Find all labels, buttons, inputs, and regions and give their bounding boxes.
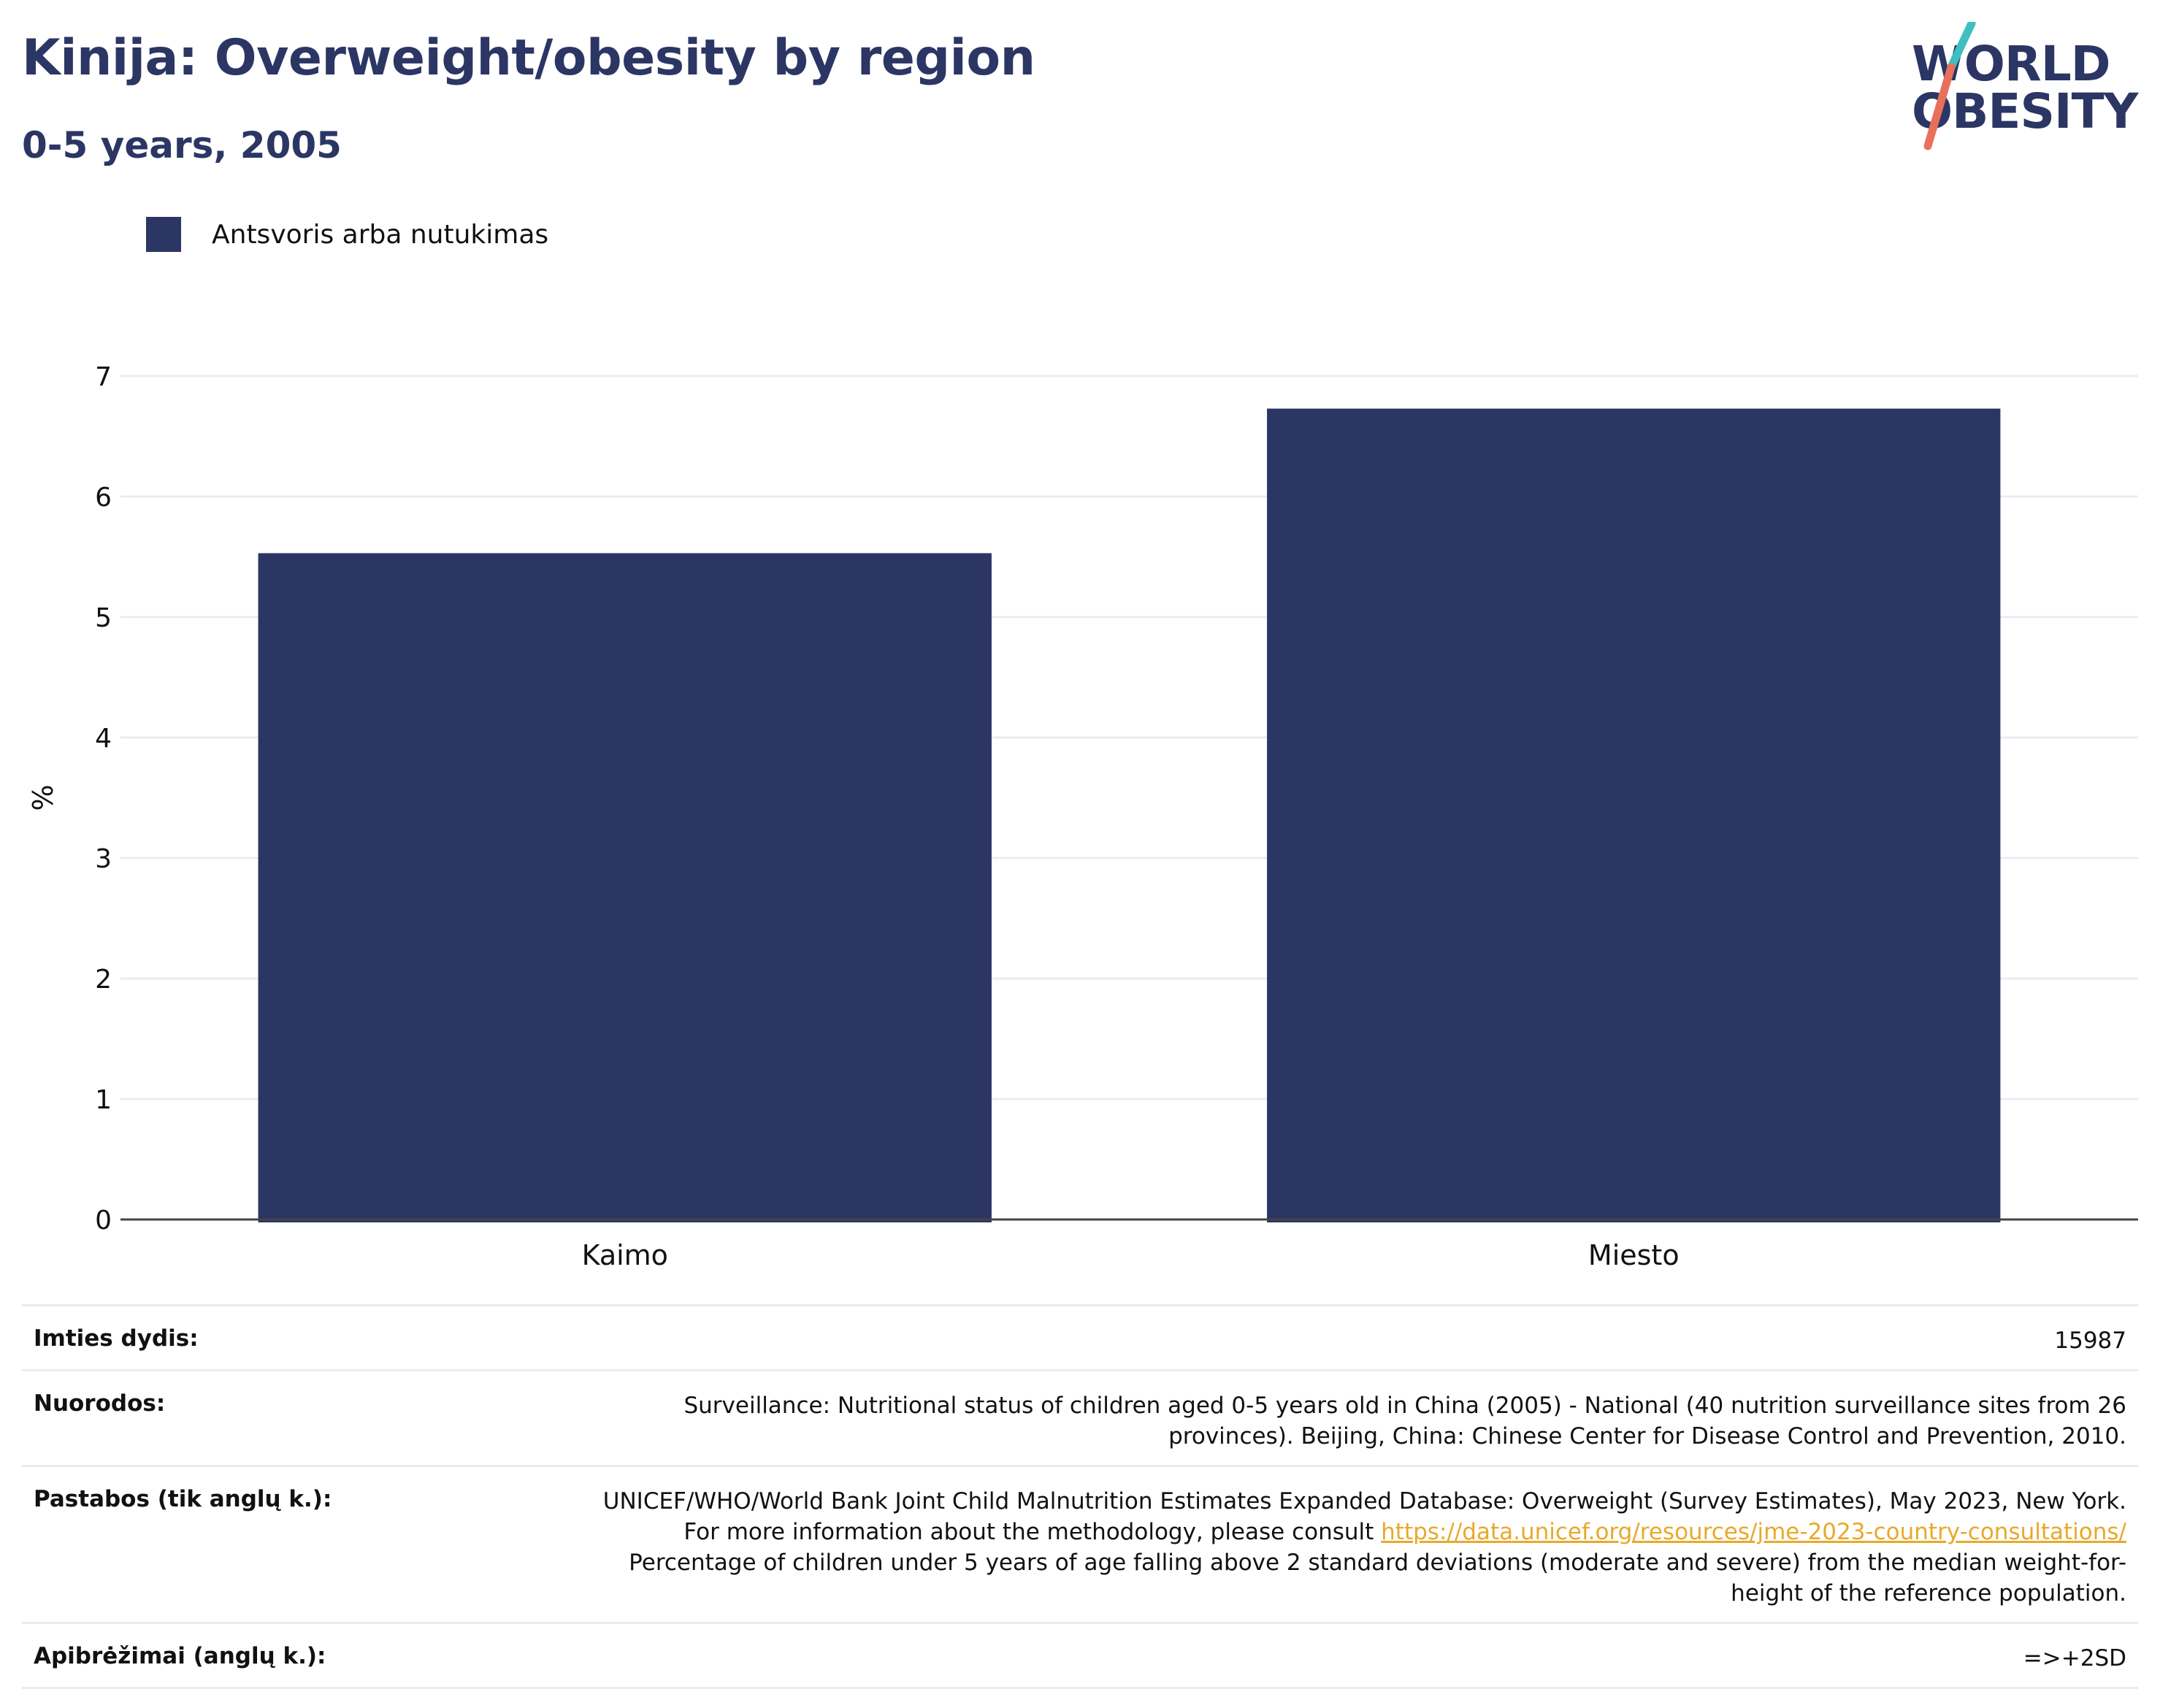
y-tick-label: 4	[95, 724, 112, 754]
y-tick-label: 5	[95, 603, 112, 633]
info-table: Imties dydis: 15987 Nuorodos: Surveillan…	[22, 1304, 2138, 1689]
definitions-value: =>+2SD	[2023, 1645, 2126, 1671]
y-tick-label: 7	[95, 362, 112, 392]
references-label: Nuorodos:	[34, 1390, 166, 1417]
sample-size-value: 15987	[2054, 1328, 2126, 1354]
chart-subtitle: 0-5 years, 2005	[22, 124, 342, 166]
bar-miesto	[1267, 408, 2001, 1222]
y-tick-label: 0	[95, 1206, 112, 1236]
legend-label: Antsvoris arba nutukimas	[212, 219, 549, 250]
chart-title: Kinija: Overweight/obesity by region	[22, 29, 1035, 87]
definitions-label: Apibrėžimai (anglų k.):	[34, 1643, 326, 1669]
x-tick-label: Miesto	[1588, 1239, 1680, 1271]
bar-kaimo	[258, 553, 992, 1222]
x-tick-label: Kaimo	[582, 1239, 668, 1271]
chart-legend[interactable]: Antsvoris arba nutukimas	[146, 217, 548, 252]
sample-size-label: Imties dydis:	[34, 1325, 199, 1352]
logo-line-obesity: OBESITY	[1912, 83, 2138, 139]
y-axis-title: %	[27, 784, 59, 811]
notes-text-part1: UNICEF/WHO/World Bank Joint Child Malnut…	[602, 1488, 2126, 1545]
legend-swatch	[146, 217, 181, 252]
notes-row: Pastabos (tik anglų k.): UNICEF/WHO/Worl…	[22, 1465, 2138, 1622]
notes-link[interactable]: https://data.unicef.org/resources/jme-20…	[1381, 1519, 2126, 1545]
references-row: Nuorodos: Surveillance: Nutritional stat…	[22, 1369, 2138, 1465]
bar-chart: 0 1 2 3 4 5 6 7% Kaimo Miesto	[27, 362, 2138, 1271]
notes-value: UNICEF/WHO/World Bank Joint Child Malnut…	[571, 1486, 2126, 1609]
notes-text-part2: Percentage of children under 5 years of …	[629, 1550, 2126, 1606]
sample-size-row: Imties dydis: 15987	[22, 1304, 2138, 1369]
definitions-row: Apibrėžimai (anglų k.): =>+2SD	[22, 1622, 2138, 1689]
y-tick-label: 6	[95, 483, 112, 513]
notes-label: Pastabos (tik anglų k.):	[34, 1486, 332, 1512]
y-tick-label: 2	[95, 965, 112, 995]
y-tick-label: 1	[95, 1085, 112, 1115]
references-value: Surveillance: Nutritional status of chil…	[683, 1393, 2126, 1449]
logo-slash-icon	[1923, 22, 1976, 150]
y-tick-label: 3	[95, 844, 112, 874]
